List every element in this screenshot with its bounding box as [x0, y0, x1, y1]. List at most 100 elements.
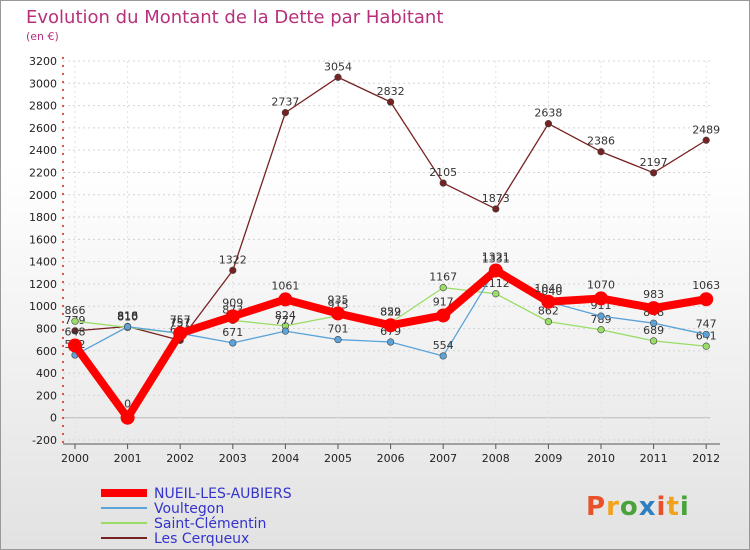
- data-point: [702, 342, 710, 350]
- brand-letter: P: [586, 492, 606, 522]
- legend-label: Voultegon: [154, 501, 224, 517]
- data-label: 917: [433, 295, 454, 308]
- data-label: 824: [275, 309, 296, 322]
- data-label: 2197: [640, 156, 668, 169]
- y-tick-label: 1400: [29, 256, 57, 269]
- series-2: 8668107578738249158521167111286278968964…: [65, 271, 717, 350]
- data-point: [439, 352, 447, 360]
- data-label: 1061: [271, 279, 299, 292]
- data-label: 935: [328, 293, 349, 306]
- x-tick-label: 2003: [219, 452, 247, 465]
- y-tick-label: 600: [36, 345, 57, 358]
- x-tick-label: 2009: [534, 452, 562, 465]
- data-label: 2638: [534, 107, 562, 120]
- brand-logo-text: Proxiti: [586, 492, 690, 522]
- y-tick-label: 1000: [29, 300, 57, 313]
- data-point: [225, 309, 240, 324]
- data-label: 866: [65, 304, 86, 317]
- data-label: 1063: [692, 279, 720, 292]
- data-label: 689: [643, 324, 664, 337]
- data-label: 2832: [377, 85, 405, 98]
- y-tick-label: 2200: [29, 166, 57, 179]
- data-label: 1070: [587, 278, 615, 291]
- data-label: 2489: [692, 123, 720, 136]
- series-0: 648 0 757 909 1061 935 829 917 1321 1040 1070 983 10…: [65, 250, 720, 425]
- y-tick-label: 2400: [29, 144, 57, 157]
- data-label: 829: [380, 305, 401, 318]
- data-point: [387, 98, 395, 106]
- data-point: [387, 338, 395, 346]
- data-point: [649, 337, 658, 345]
- data-point: [123, 323, 132, 331]
- legend-item: NUEIL-LES-AUBIERS: [101, 486, 292, 502]
- data-point: [383, 318, 398, 333]
- data-point: [71, 327, 79, 335]
- legend-label: Saint-Clémentin: [154, 516, 266, 532]
- data-label: 816: [117, 310, 138, 323]
- x-tick-label: 2004: [271, 452, 299, 465]
- data-label: 0: [124, 398, 131, 411]
- data-label: 2737: [271, 96, 299, 109]
- data-point: [439, 179, 447, 187]
- brand-letter: i: [657, 492, 667, 522]
- legend-label: Les Cerqueux: [154, 531, 249, 547]
- data-label: 1040: [534, 282, 562, 295]
- data-label: 757: [170, 316, 191, 329]
- data-label: 909: [222, 296, 243, 309]
- data-point: [702, 136, 710, 144]
- y-tick-label: 400: [36, 367, 57, 380]
- x-tick-label: 2012: [692, 452, 720, 465]
- data-point: [492, 290, 500, 298]
- brand-letter: i: [680, 492, 690, 522]
- x-tick-label: 2011: [640, 452, 668, 465]
- y-tick-label: 800: [36, 323, 57, 336]
- chart-subtitle: (en €): [26, 30, 59, 43]
- data-point: [544, 120, 553, 128]
- data-label: 777: [275, 314, 296, 327]
- data-point: [120, 410, 135, 425]
- y-tick-label: 2600: [29, 122, 57, 135]
- data-point: [334, 335, 342, 344]
- data-label: 1321: [482, 250, 510, 263]
- chart-title: Evolution du Montant de la Dette par Hab…: [26, 7, 443, 28]
- data-label: 648: [65, 325, 86, 338]
- legend-label: NUEIL-LES-AUBIERS: [154, 486, 292, 502]
- x-tick-label: 2000: [61, 452, 89, 465]
- data-point: [331, 306, 345, 321]
- brand-logo: Proxiti: [586, 492, 690, 522]
- data-point: [173, 326, 188, 341]
- data-label: 983: [643, 288, 664, 301]
- data-point: [71, 317, 79, 325]
- y-tick-label: 1600: [29, 233, 57, 246]
- data-point: [68, 338, 82, 353]
- data-point: [439, 284, 447, 292]
- data-point: [597, 148, 605, 156]
- data-label: 810: [117, 310, 138, 323]
- legend-item: Les Cerqueux: [101, 531, 249, 547]
- data-point: [229, 266, 237, 274]
- data-label: 852: [380, 306, 401, 319]
- y-tick-label: 2000: [29, 189, 57, 202]
- brand-letter: r: [606, 492, 620, 522]
- y-tick-label: 2800: [29, 100, 57, 113]
- x-tick-label: 2006: [377, 452, 405, 465]
- data-point: [281, 327, 290, 335]
- y-tick-label: 0: [50, 412, 57, 425]
- brand-letter: t: [666, 492, 679, 522]
- brand-letter: x: [639, 492, 657, 522]
- x-tick-label: 2010: [587, 452, 615, 465]
- data-label: 2105: [429, 166, 457, 179]
- data-point: [649, 169, 658, 177]
- data-point: [229, 339, 237, 347]
- data-point: [544, 318, 553, 326]
- data-label: 3054: [324, 60, 352, 73]
- y-tick-label: 3200: [29, 55, 57, 68]
- data-label: 757: [170, 316, 191, 329]
- y-tick-label: -200: [32, 434, 57, 447]
- data-point: [281, 109, 290, 117]
- data-point: [594, 291, 608, 306]
- data-label: 1167: [429, 271, 457, 284]
- y-tick-label: 1800: [29, 211, 57, 224]
